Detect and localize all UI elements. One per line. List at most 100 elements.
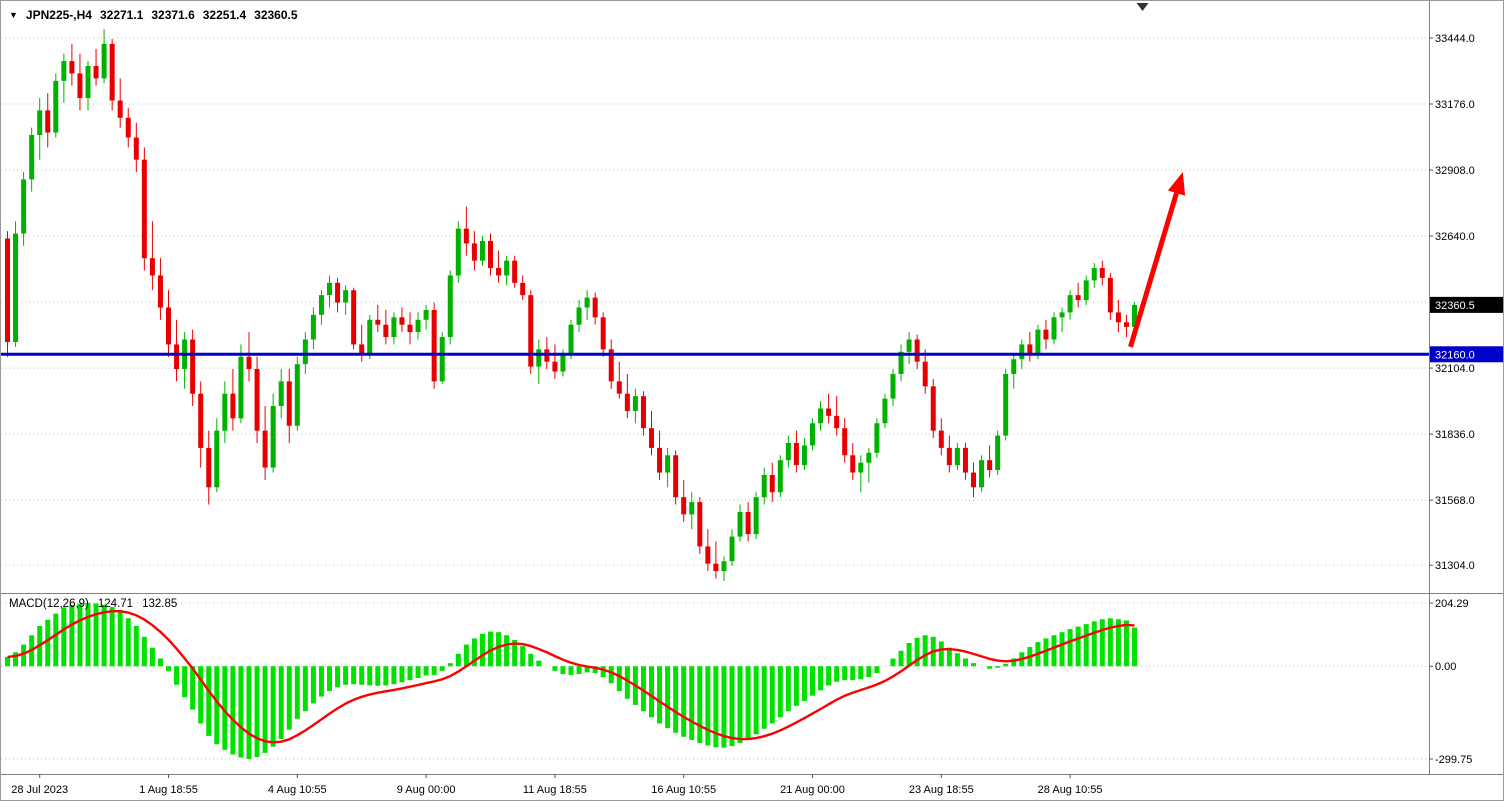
candle-body <box>753 497 759 535</box>
candles-layer <box>5 29 1137 581</box>
candle-body <box>174 344 180 370</box>
candle-body <box>906 339 912 352</box>
macd-bar <box>286 666 292 730</box>
price-axis-label: 32640.0 <box>1435 231 1475 243</box>
macd-bar <box>995 666 1001 668</box>
time-axis-label: 1 Aug 18:55 <box>139 784 198 796</box>
macd-bar <box>423 666 429 676</box>
price-axis-label: 31304.0 <box>1435 560 1475 572</box>
macd-bar <box>842 666 848 681</box>
candle-body <box>810 423 815 446</box>
macd-bar <box>133 625 139 667</box>
candle-body <box>61 61 67 81</box>
macd-bar <box>1051 635 1057 667</box>
macd-bar <box>971 663 976 667</box>
macd-bar <box>624 666 630 699</box>
candle-body <box>761 474 767 498</box>
time-axis-label: 23 Aug 18:55 <box>909 784 974 796</box>
candle-body <box>946 447 952 466</box>
candle-body <box>335 282 341 303</box>
macd-bar <box>157 658 163 667</box>
candle-body <box>77 73 83 99</box>
macd-bar <box>383 666 389 686</box>
macd-bar <box>399 666 405 683</box>
macd-histogram-layer <box>5 603 1137 760</box>
macd-bar <box>85 603 91 667</box>
candle-body <box>53 80 59 133</box>
candle-body <box>471 243 477 261</box>
macd-bar <box>665 666 671 729</box>
candle-body <box>1107 277 1113 313</box>
ohlc-open: 32271.1 <box>99 8 144 22</box>
macd-bar <box>1059 632 1065 667</box>
candle-body <box>157 275 163 308</box>
macd-bar <box>689 666 695 740</box>
macd-bar <box>954 653 960 667</box>
macd-bar <box>206 666 212 736</box>
candle-body <box>1043 329 1049 340</box>
candle-body <box>141 159 147 259</box>
chart-shift-marker-icon[interactable] <box>1136 3 1149 11</box>
macd-bar <box>214 666 220 745</box>
macd-bar <box>198 666 204 724</box>
macd-bar <box>101 604 107 667</box>
trend-arrow-head[interactable] <box>1167 171 1186 196</box>
macd-bar <box>61 607 67 667</box>
macd-bar <box>1043 638 1049 667</box>
trend-arrow-shaft[interactable] <box>1128 192 1179 348</box>
macd-axis-label: 204.29 <box>1435 598 1469 610</box>
macd-bar <box>914 637 920 667</box>
macd-bar <box>125 618 131 667</box>
candle-body <box>777 460 783 493</box>
macd-bar <box>592 666 598 674</box>
macd-bar <box>858 666 864 680</box>
macd-signal-value: 132.85 <box>142 598 178 610</box>
candle-body <box>729 536 735 562</box>
candle-body <box>858 462 864 473</box>
candle-body <box>568 324 574 355</box>
macd-bar <box>608 666 614 684</box>
candle-body <box>149 258 155 276</box>
macd-bar <box>504 635 510 667</box>
macd-bar <box>351 666 357 685</box>
candle-body <box>37 110 43 136</box>
candle-body <box>286 381 292 426</box>
candle-body <box>117 100 123 118</box>
candle-body <box>713 563 719 572</box>
macd-bar <box>109 607 115 667</box>
macd-bar <box>375 666 381 686</box>
oneclick-trading-expand-icon[interactable]: ▼ <box>9 9 18 20</box>
candle-body <box>657 447 663 473</box>
macd-bar <box>777 666 783 718</box>
candle-body <box>1083 280 1089 301</box>
macd-bar <box>552 666 558 671</box>
candle-body <box>133 137 139 160</box>
macd-axis-label: -299.75 <box>1435 754 1472 766</box>
candle-body <box>560 354 566 372</box>
macd-bar <box>310 666 316 704</box>
candle-body <box>496 268 502 276</box>
candle-body <box>391 317 397 338</box>
candle-body <box>327 282 332 296</box>
candle-body <box>673 455 679 498</box>
candle-body <box>649 428 654 448</box>
candle-body <box>689 502 695 515</box>
candle-body <box>592 297 598 318</box>
hline-price-badge <box>1430 346 1503 363</box>
candle-body <box>512 260 518 283</box>
macd-bar <box>801 666 807 701</box>
macd-bar <box>536 660 542 667</box>
candle-body <box>423 309 429 320</box>
macd-bar <box>576 666 582 674</box>
candle-body <box>528 295 534 367</box>
macd-bar <box>190 666 196 710</box>
candle-body <box>45 110 51 133</box>
macd-bar <box>938 641 944 667</box>
macd-bar <box>745 666 751 739</box>
macd-bar <box>1123 620 1129 667</box>
macd-bar <box>182 666 188 698</box>
candle-body <box>1003 373 1009 436</box>
candle-body <box>343 290 349 303</box>
candle-body <box>407 324 413 333</box>
